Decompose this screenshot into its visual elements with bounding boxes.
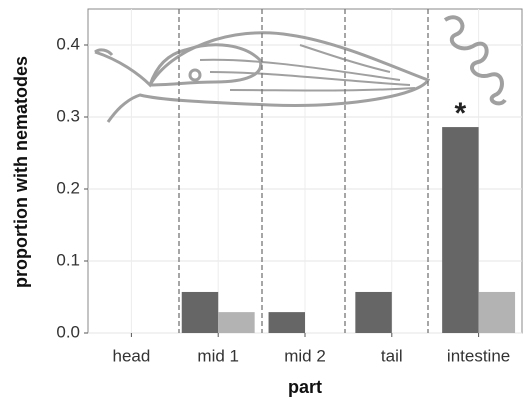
- y-tick-label: 0.3: [56, 106, 80, 125]
- bar: [181, 291, 219, 333]
- bar: [218, 312, 255, 333]
- bar: [268, 312, 305, 333]
- x-tick-label: mid 1: [197, 346, 239, 365]
- y-tick-label: 0.1: [56, 250, 80, 269]
- nematode-illustration: [443, 15, 507, 106]
- bar: [478, 291, 516, 333]
- slug-illustration: [94, 31, 431, 123]
- y-tick-label: 0.4: [56, 34, 80, 53]
- part-separators: [178, 9, 429, 333]
- y-tick-label: 0.0: [56, 322, 80, 341]
- x-axis-label: part: [288, 377, 322, 397]
- bars: [181, 127, 516, 333]
- x-tick-label: tail: [381, 346, 403, 365]
- x-tick-label: head: [112, 346, 150, 365]
- x-tick-label: mid 2: [284, 346, 326, 365]
- y-axis-label: proportion with nematodes: [11, 56, 31, 288]
- significance-annotation: *: [455, 97, 467, 130]
- bar: [355, 291, 392, 333]
- x-tick-label: intestine: [447, 346, 510, 365]
- bar: [442, 127, 479, 333]
- y-tick-label: 0.2: [56, 178, 80, 197]
